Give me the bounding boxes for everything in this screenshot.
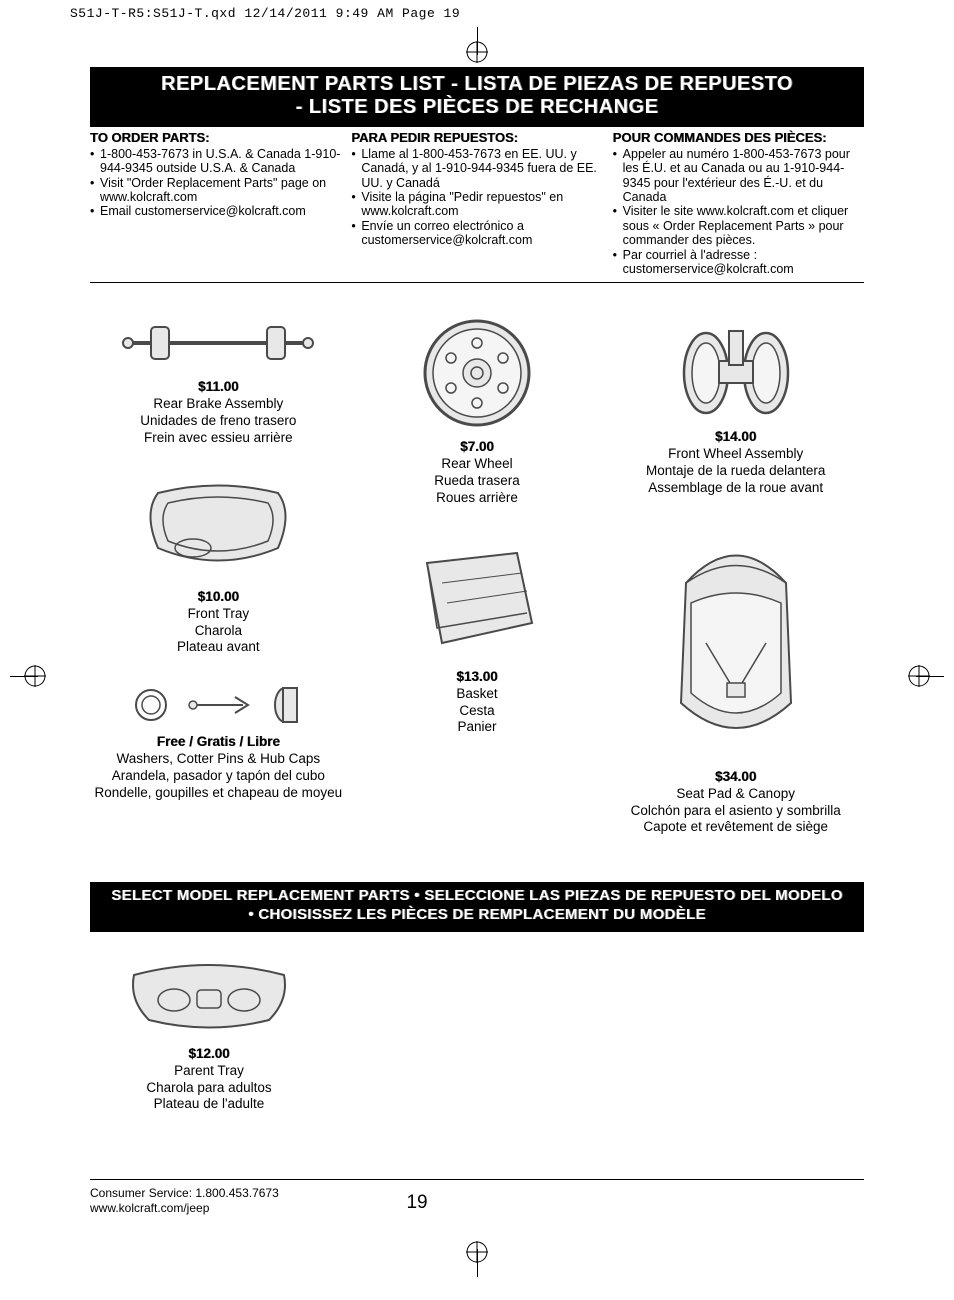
order-heading-en: TO ORDER PARTS: [90, 131, 341, 146]
rear-brake-icon [113, 313, 323, 373]
part-name-fr: Plateau avant [138, 639, 298, 656]
part-price: $34.00 [631, 769, 841, 786]
washers-icon [94, 682, 342, 728]
select-model-row: $12.00 Parent Tray Charola para adultos … [90, 932, 864, 1180]
ordering-instructions: TO ORDER PARTS: 1-800-453-7673 in U.S.A.… [90, 127, 864, 282]
page-footer: Consumer Service: 1.800.453.7673 www.kol… [90, 1180, 864, 1217]
part-name-fr: Roues arrière [417, 490, 537, 507]
part-name-en: Front Tray [138, 606, 298, 623]
part-name-es: Unidades de freno trasero [113, 413, 323, 430]
order-item: Llame al 1-800-453-7673 en EE. UU. y Can… [351, 147, 602, 190]
part-front-wheel: $14.00 Front Wheel Assembly Montaje de l… [646, 313, 825, 497]
parts-col-2: $7.00 Rear Wheel Rueda trasera Roues arr… [353, 313, 602, 862]
part-name-en: Rear Brake Assembly [113, 396, 323, 413]
subtitle-bar: SELECT MODEL REPLACEMENT PARTS • SELECCI… [90, 882, 864, 932]
crop-mark-top [0, 27, 954, 67]
subtitle-line-2: • CHOISISSEZ LES PIÈCES DE REMPLACEMENT … [94, 906, 860, 925]
seat-canopy-icon [631, 523, 841, 763]
parts-grid: $11.00 Rear Brake Assembly Unidades de f… [90, 283, 864, 882]
order-item: Visit "Order Replacement Parts" page on … [90, 176, 341, 205]
part-name-es: Rueda trasera [417, 473, 537, 490]
part-name-en: Front Wheel Assembly [646, 446, 825, 463]
part-name-en: Seat Pad & Canopy [631, 786, 841, 803]
part-washers: Free / Gratis / Libre Washers, Cotter Pi… [94, 682, 342, 802]
part-price: $12.00 [94, 1046, 324, 1063]
rear-wheel-icon [417, 313, 537, 433]
order-col-en: TO ORDER PARTS: 1-800-453-7673 in U.S.A.… [90, 131, 341, 276]
order-item: Appeler au numéro 1-800-453-7673 pour le… [613, 147, 864, 205]
part-name-fr: Panier [407, 719, 547, 736]
part-name-fr: Capote et revêtement de siège [631, 819, 841, 836]
part-name-fr: Plateau de l'adulte [94, 1096, 324, 1113]
print-file-header: S51J-T-R5:S51J-T.qxd 12/14/2011 9:49 AM … [0, 0, 954, 27]
part-parent-tray: $12.00 Parent Tray Charola para adultos … [94, 950, 324, 1114]
part-price: $11.00 [113, 379, 323, 396]
crop-mark-left [10, 656, 50, 696]
part-rear-wheel: $7.00 Rear Wheel Rueda trasera Roues arr… [417, 313, 537, 507]
part-price: $14.00 [646, 429, 825, 446]
part-name-en: Basket [407, 686, 547, 703]
order-item: 1-800-453-7673 in U.S.A. & Canada 1-910-… [90, 147, 341, 176]
page-content: REPLACEMENT PARTS LIST - LISTA DE PIEZAS… [90, 67, 864, 1217]
order-heading-es: PARA PEDIR REPUESTOS: [351, 131, 602, 146]
order-item: Visiter le site www.kolcraft.com et cliq… [613, 204, 864, 247]
front-tray-icon [138, 473, 298, 583]
order-item: Email customerservice@kolcraft.com [90, 204, 341, 218]
parts-col-3: $14.00 Front Wheel Assembly Montaje de l… [611, 313, 860, 862]
part-name-fr: Assemblage de la roue avant [646, 480, 825, 497]
part-name-es: Charola para adultos [94, 1080, 324, 1097]
order-item: Par courriel à l'adresse : customerservi… [613, 248, 864, 277]
front-wheel-icon [646, 313, 825, 423]
part-seat-canopy: $34.00 Seat Pad & Canopy Colchón para el… [631, 523, 841, 837]
part-name-fr: Rondelle, goupilles et chapeau de moyeu [94, 785, 342, 802]
part-name-es: Charola [138, 623, 298, 640]
part-name-en: Rear Wheel [417, 456, 537, 473]
order-heading-fr: POUR COMMANDES DES PIÈCES: [613, 131, 864, 146]
part-rear-brake: $11.00 Rear Brake Assembly Unidades de f… [113, 313, 323, 447]
part-basket: $13.00 Basket Cesta Panier [407, 533, 547, 737]
part-name-es: Colchón para el asiento y sombrilla [631, 803, 841, 820]
title-line-1: REPLACEMENT PARTS LIST - LISTA DE PIEZAS… [94, 73, 860, 96]
part-name-fr: Frein avec essieu arrière [113, 430, 323, 447]
title-bar: REPLACEMENT PARTS LIST - LISTA DE PIEZAS… [90, 67, 864, 127]
subtitle-line-1: SELECT MODEL REPLACEMENT PARTS • SELECCI… [94, 887, 860, 906]
crop-mark-bottom [0, 1217, 954, 1277]
parts-col-1: $11.00 Rear Brake Assembly Unidades de f… [94, 313, 343, 862]
order-col-fr: POUR COMMANDES DES PIÈCES: Appeler au nu… [613, 131, 864, 276]
part-price: Free / Gratis / Libre [94, 734, 342, 751]
part-price: $10.00 [138, 589, 298, 606]
page-number: 19 [406, 1192, 447, 1215]
order-item: Envíe un correo electrónico a customerse… [351, 219, 602, 248]
part-name-es: Montaje de la rueda delantera [646, 463, 825, 480]
crop-mark-right [904, 656, 944, 696]
title-line-2: - LISTE DES PIÈCES DE RECHANGE [94, 96, 860, 119]
part-name-en: Washers, Cotter Pins & Hub Caps [94, 751, 342, 768]
part-price: $7.00 [417, 439, 537, 456]
part-front-tray: $10.00 Front Tray Charola Plateau avant [138, 473, 298, 657]
order-item: Visite la página "Pedir repuestos" en ww… [351, 190, 602, 219]
part-name-es: Cesta [407, 703, 547, 720]
parent-tray-icon [94, 950, 324, 1040]
part-price: $13.00 [407, 669, 547, 686]
basket-icon [407, 533, 547, 663]
part-name-es: Arandela, pasador y tapón del cubo [94, 768, 342, 785]
part-name-en: Parent Tray [94, 1063, 324, 1080]
order-col-es: PARA PEDIR REPUESTOS: Llame al 1-800-453… [351, 131, 602, 276]
